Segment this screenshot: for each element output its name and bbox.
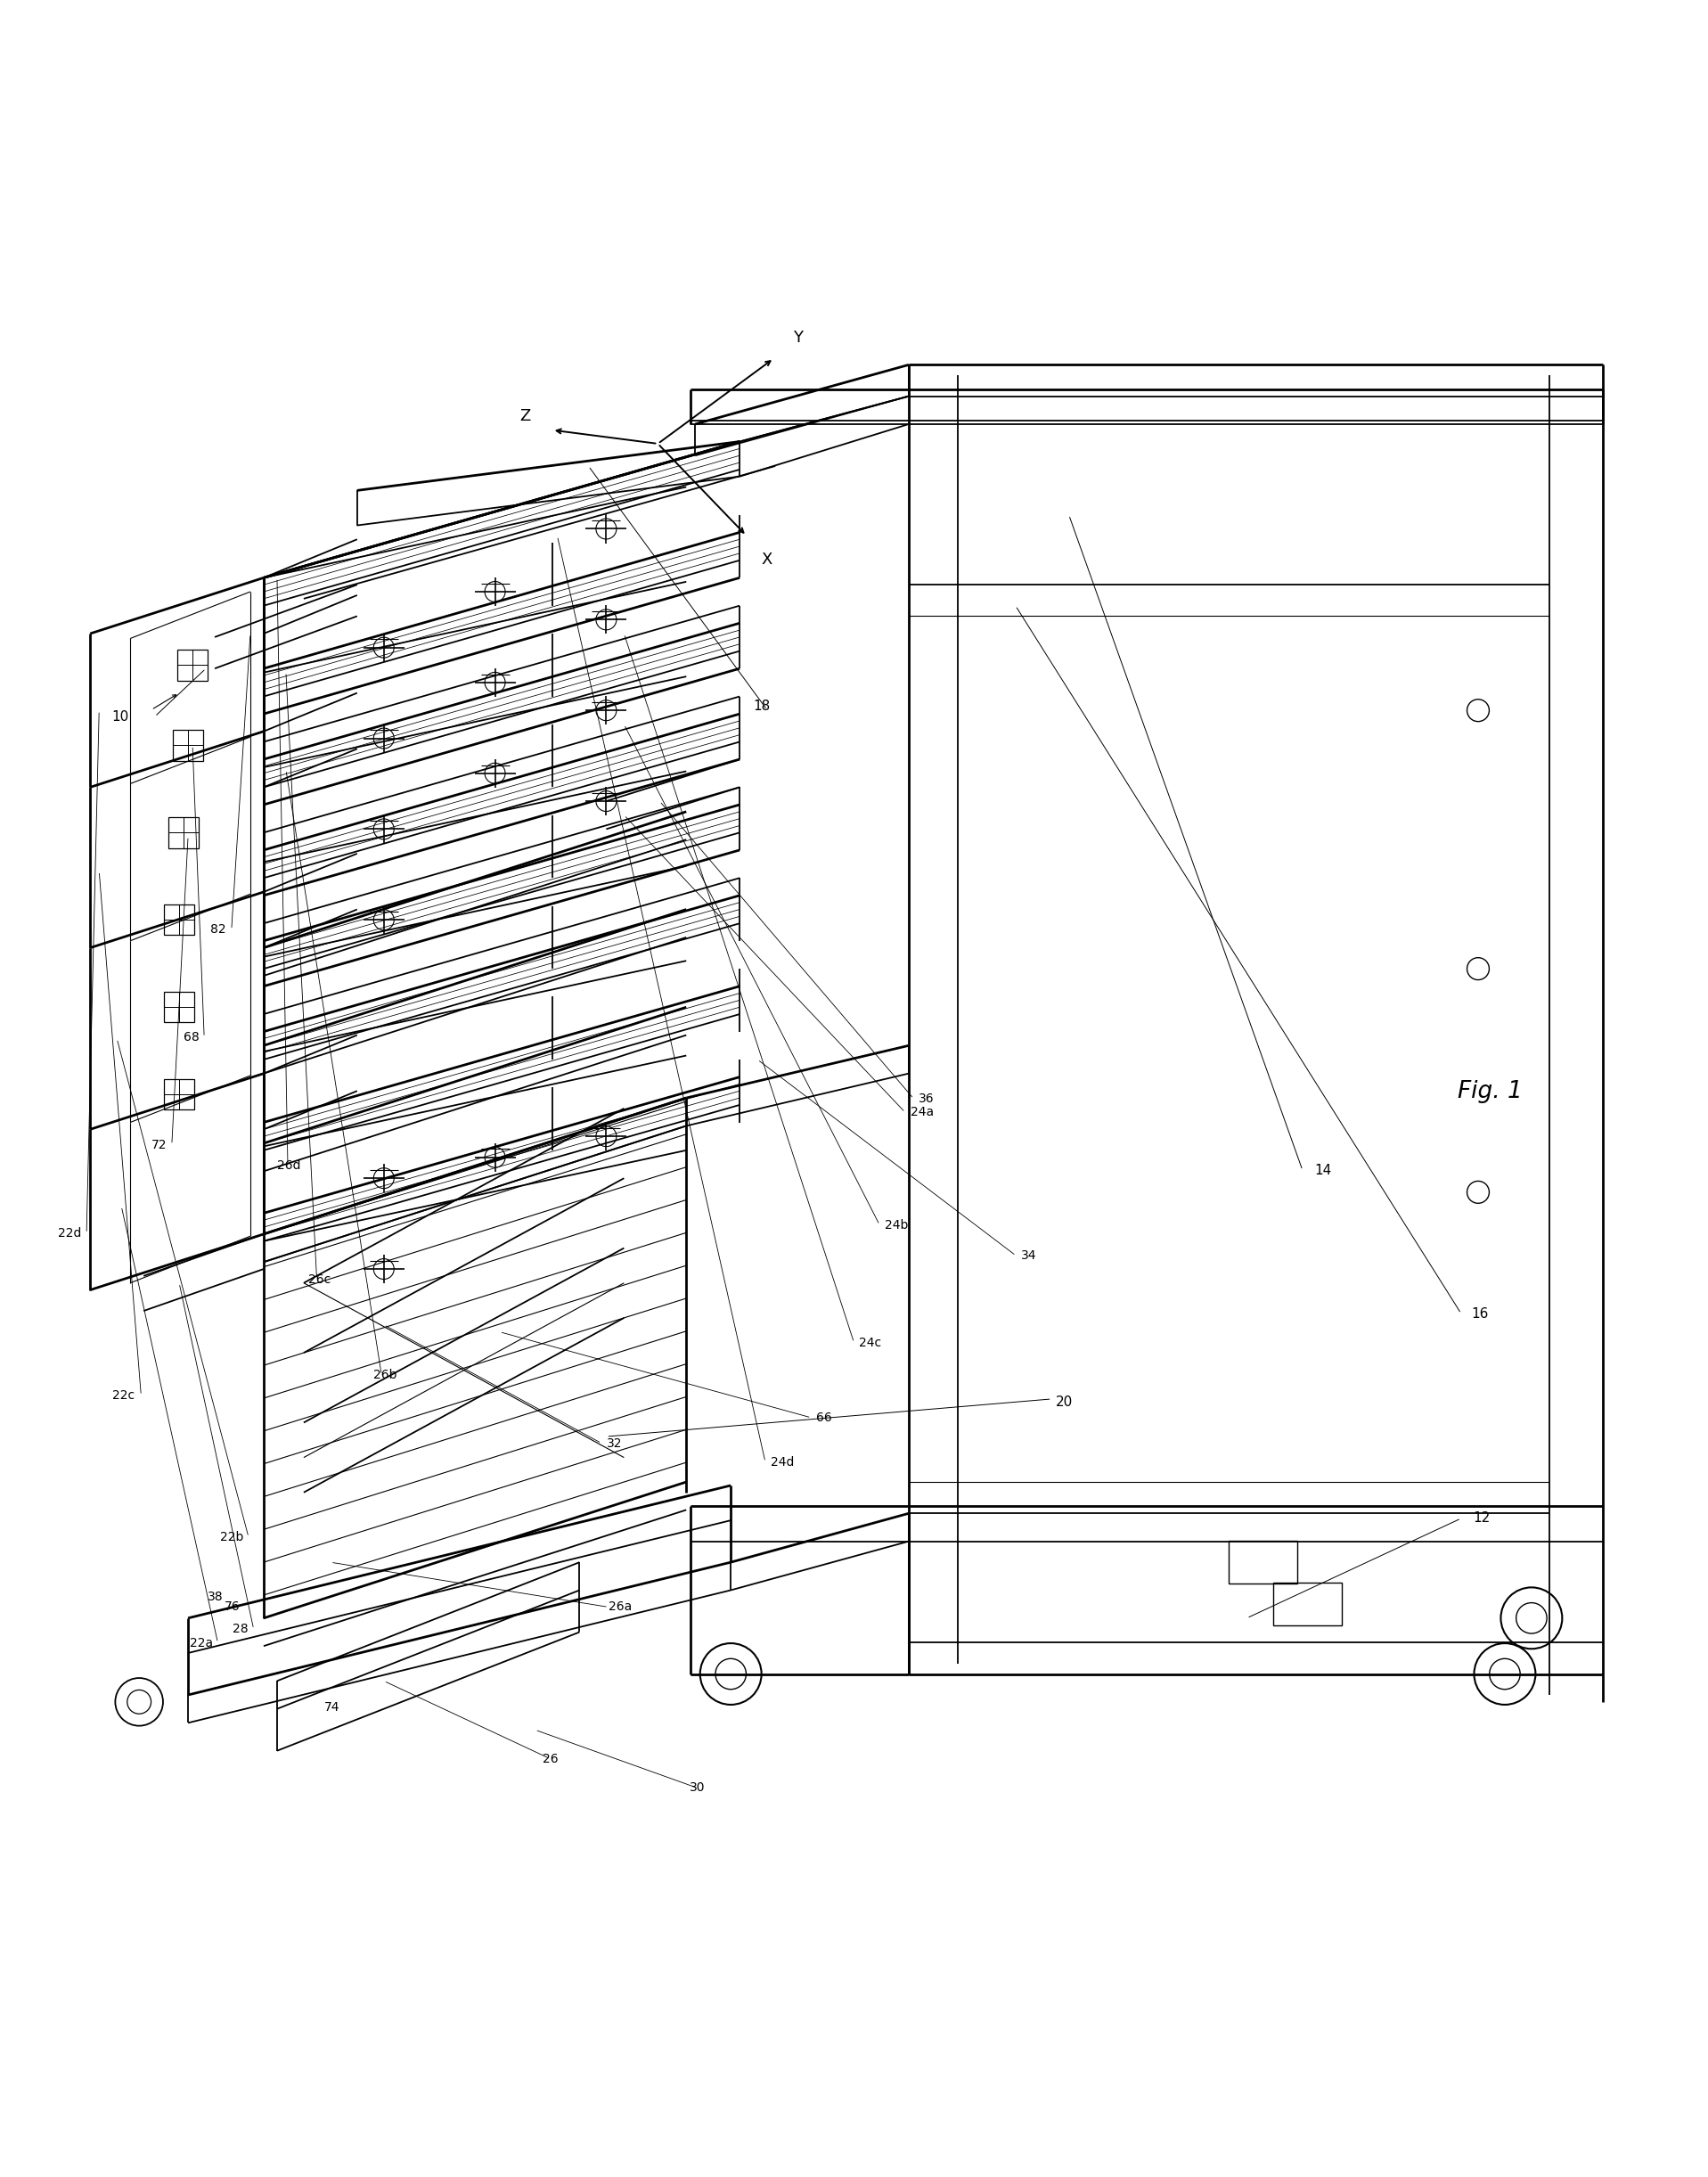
Text: 72: 72 bbox=[150, 1139, 167, 1152]
Bar bbox=[164, 993, 195, 1023]
Text: 66: 66 bbox=[816, 1411, 832, 1424]
Text: 26a: 26a bbox=[608, 1600, 632, 1613]
Text: 24c: 24c bbox=[859, 1337, 881, 1350]
Bar bbox=[1230, 1541, 1296, 1583]
Text: 12: 12 bbox=[1472, 1511, 1491, 1526]
Text: 32: 32 bbox=[606, 1437, 622, 1450]
Text: 22a: 22a bbox=[190, 1637, 214, 1650]
Text: Z: Z bbox=[519, 409, 529, 425]
Text: 10: 10 bbox=[113, 710, 130, 723]
Text: 26c: 26c bbox=[307, 1274, 331, 1287]
Text: 82: 82 bbox=[210, 923, 227, 936]
Bar bbox=[169, 816, 198, 849]
Text: 28: 28 bbox=[232, 1624, 249, 1635]
Text: 22d: 22d bbox=[58, 1228, 82, 1239]
Text: 36: 36 bbox=[919, 1093, 934, 1106]
Text: 16: 16 bbox=[1471, 1306, 1489, 1319]
Bar bbox=[1274, 1583, 1342, 1626]
Text: 26b: 26b bbox=[372, 1369, 396, 1382]
Text: Fig. 1: Fig. 1 bbox=[1457, 1080, 1522, 1104]
Text: Y: Y bbox=[793, 331, 803, 346]
Text: 24d: 24d bbox=[770, 1456, 794, 1467]
Bar bbox=[173, 729, 203, 760]
Text: 26d: 26d bbox=[277, 1158, 301, 1171]
Text: 22b: 22b bbox=[220, 1530, 244, 1543]
Bar bbox=[164, 1080, 195, 1110]
Text: X: X bbox=[762, 551, 772, 568]
Text: 22c: 22c bbox=[113, 1389, 135, 1402]
Text: 24b: 24b bbox=[885, 1219, 909, 1232]
Text: 34: 34 bbox=[1021, 1250, 1037, 1263]
Text: 20: 20 bbox=[1056, 1395, 1073, 1409]
Text: 26: 26 bbox=[543, 1752, 559, 1766]
Text: 74: 74 bbox=[325, 1702, 340, 1713]
Text: 68: 68 bbox=[183, 1032, 200, 1043]
Text: 38: 38 bbox=[207, 1591, 224, 1602]
Bar bbox=[178, 649, 208, 681]
Text: 14: 14 bbox=[1315, 1165, 1332, 1178]
Bar bbox=[164, 903, 195, 936]
Text: 24a: 24a bbox=[910, 1106, 934, 1119]
Text: 30: 30 bbox=[690, 1781, 705, 1794]
Text: 76: 76 bbox=[224, 1600, 241, 1613]
Text: 18: 18 bbox=[753, 699, 770, 714]
